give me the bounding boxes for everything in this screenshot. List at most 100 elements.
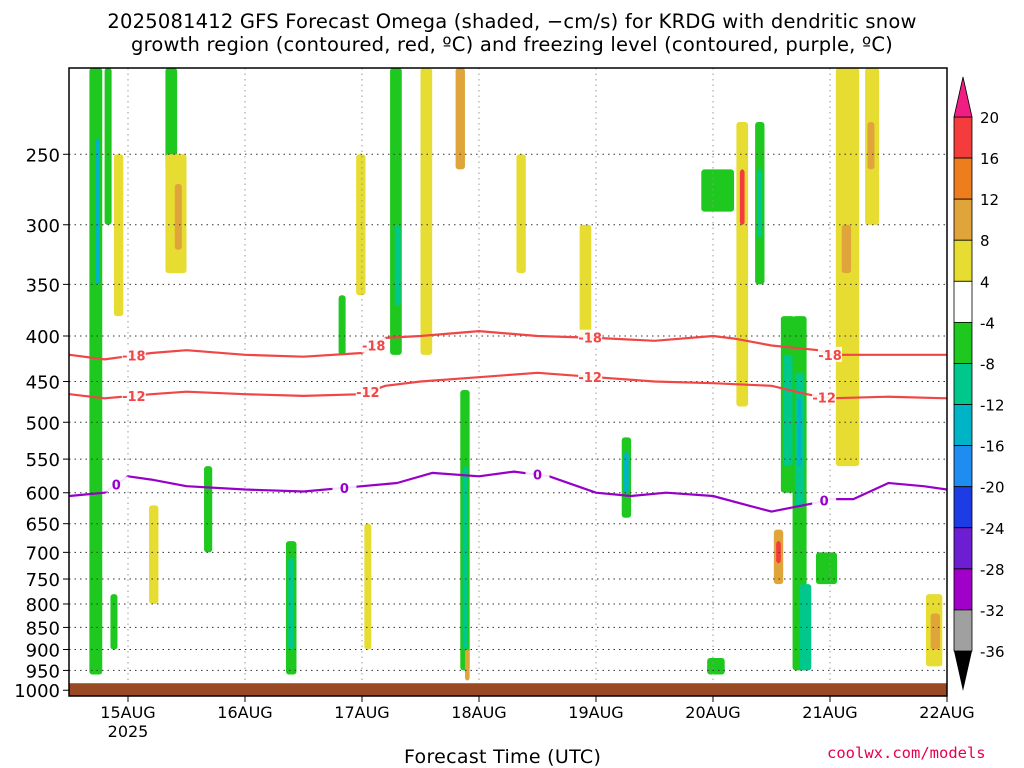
y-tick-label-650: 650	[26, 515, 60, 536]
omega-cell-4	[165, 68, 178, 170]
x-tick-label-16AUG: 16AUG	[217, 703, 272, 722]
contour-label-bg	[121, 387, 146, 403]
colorbar-tick--16: -16	[980, 438, 1005, 456]
omega-cell-10	[420, 68, 433, 355]
omega-cell-8	[390, 68, 402, 355]
omega-cell-1	[95, 138, 100, 285]
colorbar: 20 16 12 8 4 -4 -8 -12 -16 -20 -24 -28 -32 -36	[953, 76, 1005, 691]
contour-label-bg	[121, 347, 146, 363]
omega-cell-34	[815, 552, 838, 585]
omega-cell-19	[624, 452, 629, 493]
plot-border	[68, 67, 948, 697]
contour-label-bg	[578, 329, 603, 345]
x-tick-label-22AUG: 22AUG	[919, 703, 974, 722]
colorbar-tick--4: -4	[980, 314, 995, 332]
colorbar-band-16	[953, 116, 973, 159]
colorbar-tick--24: -24	[980, 520, 1005, 538]
omega-cell-42	[516, 154, 526, 274]
gridlines	[69, 68, 948, 696]
y-tick-label-300: 300	[26, 216, 60, 237]
y-tick-label-350: 350	[26, 275, 60, 296]
x-axis-label: Forecast Time (UTC)	[404, 746, 602, 768]
omega-cell-25	[757, 169, 763, 238]
colorbar-tick--12: -12	[980, 397, 1005, 415]
y-tick-label-250: 250	[26, 145, 60, 166]
contour-label-bg	[818, 346, 842, 362]
colorbar-tick-20: 20	[980, 109, 999, 127]
y-axis: 2503003504004505005506006507007508008509…	[14, 145, 69, 702]
x-tick-label-17AUG: 17AUG	[334, 703, 389, 722]
y-tick-label-800: 800	[26, 595, 60, 616]
omega-cell-14	[462, 466, 468, 650]
x-axis: 15AUG 16AUG 17AUG 18AUG 19AUG 20AUG 21AUG 22AUG…	[100, 696, 975, 741]
contour-label--12-0: -12	[122, 390, 146, 405]
omega-cell-12	[579, 224, 592, 336]
colorbar-band--28	[953, 527, 973, 570]
omega-cell-22	[736, 122, 749, 407]
colorbar-band--36	[953, 609, 973, 652]
x-tick-label-19AUG: 19AUG	[568, 703, 623, 722]
contour-label-bg	[332, 479, 357, 495]
colorbar-band--20	[953, 445, 973, 488]
contour-label-0-2: 0	[533, 469, 542, 484]
credit-link[interactable]: coolwx.com/models	[827, 744, 986, 762]
colorbar-tick--36: -36	[980, 643, 1005, 661]
colorbar-tick-16: 16	[980, 150, 999, 168]
chart-title-line1: 2025081412 GFS Forecast Omega (shaded, −…	[107, 10, 917, 33]
contour-label-bg	[361, 337, 386, 353]
contour-line--18	[69, 330, 947, 361]
y-tick-label-700: 700	[26, 543, 60, 564]
omega-cell-46	[204, 466, 213, 553]
omega-cell-2	[104, 68, 112, 225]
x-tick-label-20AUG: 20AUG	[685, 703, 740, 722]
y-tick-label-400: 400	[26, 327, 60, 348]
contour-line--12	[69, 371, 947, 400]
y-tick-label-900: 900	[26, 641, 60, 662]
contour-label-0-3: 0	[820, 495, 829, 510]
contour-label-bg	[812, 389, 837, 405]
omega-cell-20	[707, 658, 725, 675]
contour-label--12-3: -12	[812, 391, 836, 406]
colorbar-bottom-arrow	[954, 651, 972, 691]
contour-label-0-1: 0	[340, 482, 349, 497]
omega-cell-3	[113, 154, 124, 317]
omega-cell-38	[867, 122, 875, 170]
y-tick-label-550: 550	[26, 450, 60, 471]
omega-cell-31	[799, 584, 812, 671]
colorbar-band--8	[953, 321, 973, 364]
colorbar-band--4	[953, 280, 973, 323]
omega-cell-7	[338, 295, 346, 355]
omega-cell-36	[841, 224, 852, 274]
colorbar-tick-12: 12	[980, 191, 999, 209]
contour-label--18-3: -18	[818, 349, 842, 364]
y-tick-label-500: 500	[26, 413, 60, 434]
contour-label--18-1: -18	[362, 340, 386, 355]
y-tick-label-850: 850	[26, 618, 60, 639]
contour-label-bg	[355, 384, 380, 400]
y-tick-label-1000: 1000	[14, 681, 60, 702]
colorbar-tick-4: 4	[980, 273, 990, 291]
colorbar-top-arrow	[953, 76, 973, 118]
omega-cell-23	[739, 169, 745, 225]
contour-label-bg	[525, 466, 550, 482]
y-tick-label-950: 950	[26, 661, 60, 682]
omega-cell-17	[288, 557, 295, 650]
omega-cell-43	[364, 523, 372, 650]
x-year-label: 2025	[108, 722, 149, 741]
colorbar-band--24	[953, 486, 973, 529]
omega-cell-44	[149, 505, 159, 604]
colorbar-band--12	[953, 363, 973, 405]
y-tick-label-750: 750	[26, 570, 60, 591]
colorbar-tick--32: -32	[980, 602, 1005, 620]
plot-frame	[68, 67, 948, 697]
omega-cell-15	[464, 649, 470, 681]
y-tick-label-600: 600	[26, 484, 60, 505]
chart-title-line2: growth region (contoured, red, ºC) and f…	[131, 33, 893, 56]
contour-label--18-0: -18	[122, 349, 146, 364]
colorbar-tick--28: -28	[980, 561, 1005, 579]
ground-surface	[69, 683, 947, 696]
colorbar-band-4	[953, 239, 973, 282]
colorbar-tick-8: 8	[980, 232, 990, 250]
omega-cell-27	[783, 354, 793, 467]
